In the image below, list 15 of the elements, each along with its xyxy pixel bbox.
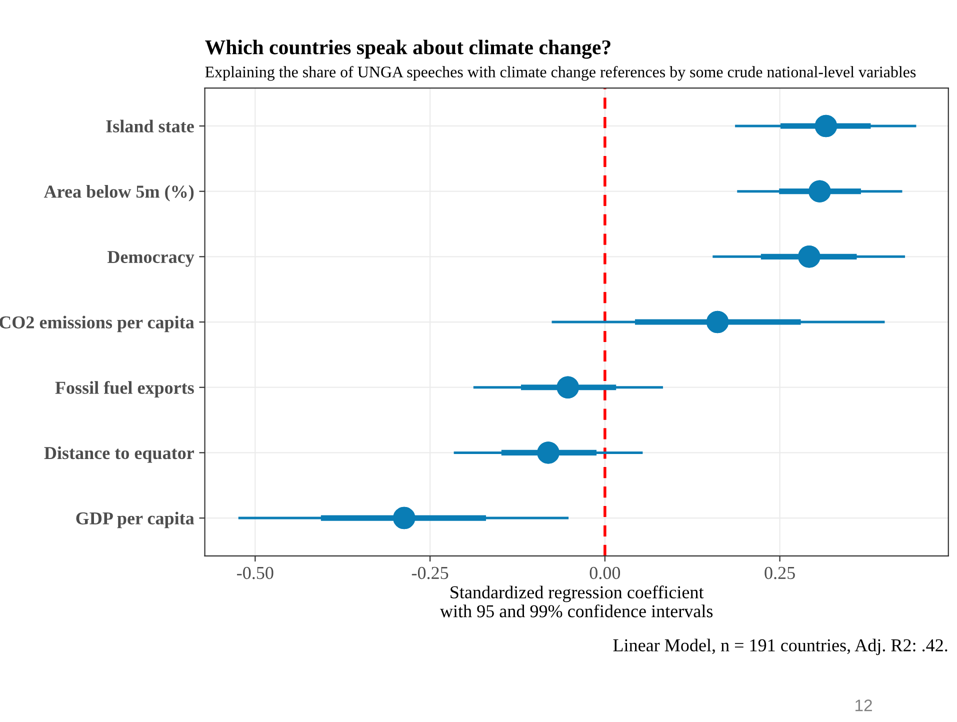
y-tick-label: Democracy — [107, 251, 194, 267]
x-tick-label: -0.50 — [237, 566, 274, 580]
chart-subtitle: Explaining the share of UNGA speeches with climate change references by some crude national-level variables — [205, 66, 916, 81]
chart-title: Which countries speak about climate change? — [205, 40, 610, 59]
y-tick-label: Fossil fuel exports — [55, 381, 194, 398]
x-tick-label: 0.00 — [590, 566, 620, 580]
y-tick-label: GDP per capita — [76, 512, 194, 528]
x-tick-label: -0.25 — [412, 566, 448, 580]
y-tick-label: Distance to equator — [44, 446, 194, 463]
text: Linear Model, n = 191 countries, Adj. R2: .42. — [613, 638, 948, 656]
y-tick-label: Area below 5m (%) — [44, 185, 194, 202]
x-tick-label: 0.25 — [764, 566, 795, 580]
text: 12 — [856, 700, 872, 712]
y-tick-label: Island state — [106, 120, 194, 132]
x-axis-title: Standardized regression coefficient with 95 and 99% confidence intervals — [440, 586, 713, 618]
